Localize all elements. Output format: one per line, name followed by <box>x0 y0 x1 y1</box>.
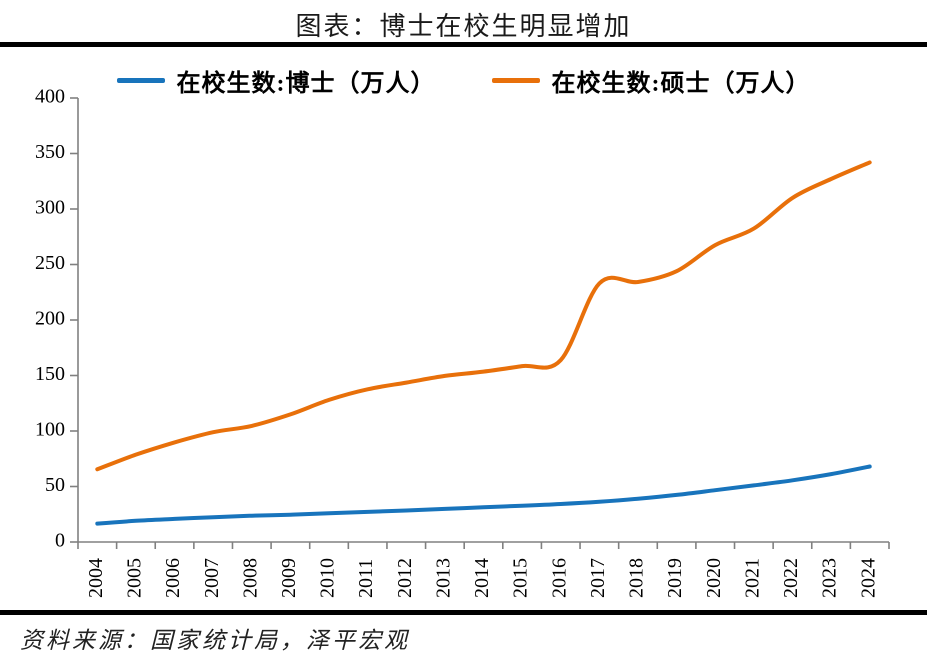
axis-tick-label: 2008 <box>239 558 261 598</box>
legend-swatch-doctor-icon <box>116 77 165 83</box>
legend-label-doctor: 在校生数:博士（万人） <box>176 70 436 97</box>
source-note: 资料来源：国家统计局，泽平宏观 <box>20 628 410 653</box>
axis-tick-label: 0 <box>55 530 65 552</box>
axis-tick-label: 2021 <box>741 558 763 598</box>
axis-tick-label: 2024 <box>857 558 879 598</box>
axis-tick-label: 2019 <box>664 558 686 598</box>
axis-tick-label: 2010 <box>317 558 339 598</box>
axis-tick-label: 2017 <box>587 558 609 598</box>
line-chart: 0 50 100 150 200 250 300 350 400 2004 2005 2006 2007… <box>35 86 890 598</box>
chart-title: 图表：博士在校生明显增加 <box>295 12 632 41</box>
axis-tick-label: 2007 <box>201 558 223 598</box>
axis-tick-label: 2005 <box>124 558 146 598</box>
top-divider <box>0 42 927 47</box>
axis-tick-label: 2011 <box>355 559 377 598</box>
axis-tick-label: 2020 <box>703 558 725 598</box>
legend-label-master: 在校生数:硕士（万人） <box>551 70 811 97</box>
axis-tick-label: 2016 <box>548 558 570 598</box>
axis-tick-label: 2018 <box>626 558 648 598</box>
axis-tick-label: 2006 <box>162 558 184 598</box>
axis-tick-label: 350 <box>35 141 65 163</box>
axis-tick-label: 2009 <box>278 558 300 598</box>
axis-tick-label: 300 <box>35 197 65 219</box>
axis-tick-label: 2023 <box>819 558 841 598</box>
legend: 在校生数:博士（万人） 在校生数:硕士（万人） <box>0 62 927 98</box>
axis-tick-label: 50 <box>45 474 65 496</box>
series-line-doctor <box>95 464 872 526</box>
axis-tick-label: 2015 <box>510 558 532 598</box>
axis-tick-label: 150 <box>35 363 65 385</box>
axis-tick-label: 200 <box>35 308 65 330</box>
legend-item-doctor: 在校生数:博士（万人） <box>116 63 436 98</box>
bottom-divider <box>0 610 927 615</box>
legend-swatch-master-icon <box>491 77 540 83</box>
axis-tick-label: 400 <box>35 86 65 108</box>
axis-tick-label: 2014 <box>471 558 493 598</box>
axis-tick-label: 2012 <box>394 558 416 598</box>
axis-tick-label: 250 <box>35 252 65 274</box>
axis-tick-label: 2004 <box>85 558 107 598</box>
legend-item-master: 在校生数:硕士（万人） <box>491 63 811 98</box>
axis-tick-label: 2022 <box>780 558 802 598</box>
series-line-master <box>95 160 872 472</box>
axis-tick-label: 100 <box>35 419 65 441</box>
axis-tick-label: 2013 <box>432 558 454 598</box>
